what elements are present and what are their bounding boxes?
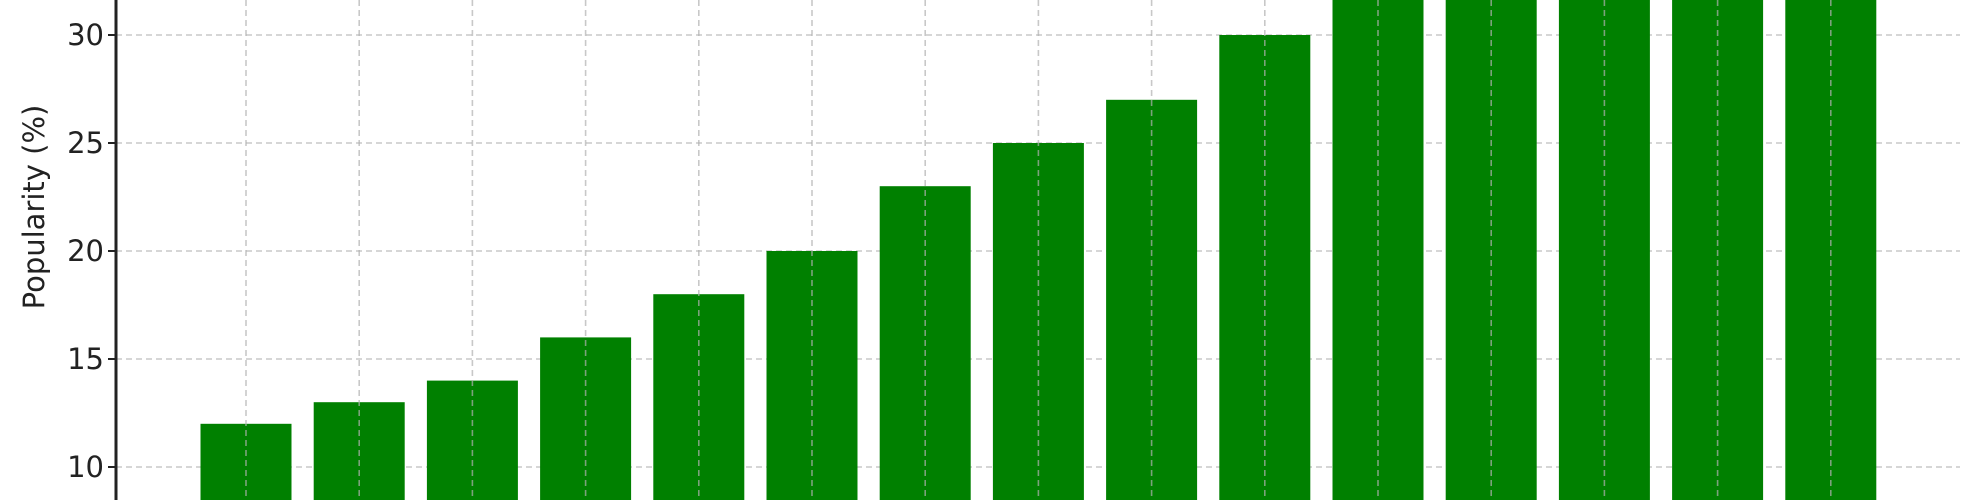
y-tick-label: 10 [67, 450, 104, 484]
vertical-grid [245, 0, 1832, 500]
y-ticks: 10 15 20 25 30 [67, 18, 116, 484]
bar [1106, 99, 1198, 500]
y-tick-label: 25 [67, 126, 104, 160]
y-tick-label: 15 [67, 342, 104, 376]
y-tick-label: 30 [67, 18, 104, 52]
y-tick-label: 20 [67, 234, 104, 268]
y-axis-label: Popularity (%) [17, 105, 51, 310]
